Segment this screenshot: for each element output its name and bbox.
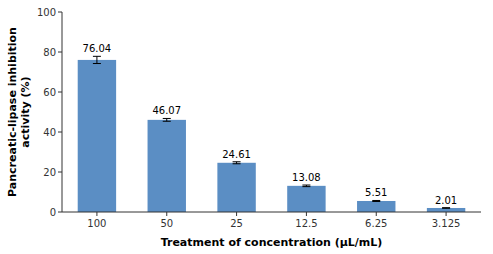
y-tick	[58, 12, 62, 13]
data-label: 76.04	[83, 43, 112, 54]
x-tick	[306, 212, 307, 216]
error-bar	[93, 56, 101, 63]
x-tick-label: 6.25	[365, 218, 387, 229]
y-tick	[58, 52, 62, 53]
x-axis-line	[62, 212, 481, 213]
y-tick-label: 40	[43, 127, 56, 138]
y-axis-label: Pancreatic-lipase inhibitionactivity (%)	[6, 27, 32, 197]
bar	[78, 60, 116, 212]
error-bar	[233, 162, 241, 164]
error-bar	[442, 207, 450, 209]
data-label: 24.61	[222, 149, 251, 160]
chart: 76.04 46.07 24.61 13.08 5.51 2.01 0 20 40 60 80 100…	[0, 0, 493, 254]
x-axis-label: Treatment of concentration (μL/mL)	[161, 236, 383, 249]
y-tick	[58, 132, 62, 133]
bar	[287, 186, 325, 212]
plot-area	[78, 56, 466, 212]
error-bar	[302, 185, 310, 187]
error-bar	[163, 118, 171, 121]
y-tick-label: 0	[50, 207, 56, 218]
error-bar	[372, 200, 380, 201]
y-tick	[58, 92, 62, 93]
bar	[427, 208, 465, 212]
bar	[148, 120, 186, 212]
y-axis-line	[62, 12, 63, 212]
y-tick-label: 80	[43, 47, 56, 58]
y-tick-label: 60	[43, 87, 56, 98]
x-tick-label: 3.125	[432, 218, 461, 229]
bar	[217, 163, 255, 212]
x-tick-label: 100	[87, 218, 106, 229]
data-label: 2.01	[435, 195, 457, 206]
x-tick	[446, 212, 447, 216]
x-tick-label: 50	[160, 218, 173, 229]
x-tick-label: 25	[230, 218, 243, 229]
bar	[357, 201, 395, 212]
x-tick	[166, 212, 167, 216]
y-tick-label: 20	[43, 167, 56, 178]
data-label: 13.08	[292, 172, 321, 183]
y-tick	[58, 172, 62, 173]
data-label: 5.51	[365, 187, 387, 198]
x-tick-label: 12.5	[295, 218, 317, 229]
x-tick	[376, 212, 377, 216]
y-tick	[58, 212, 62, 213]
x-tick	[236, 212, 237, 216]
y-tick-label: 100	[37, 7, 56, 18]
data-label: 46.07	[152, 105, 181, 116]
x-tick	[96, 212, 97, 216]
